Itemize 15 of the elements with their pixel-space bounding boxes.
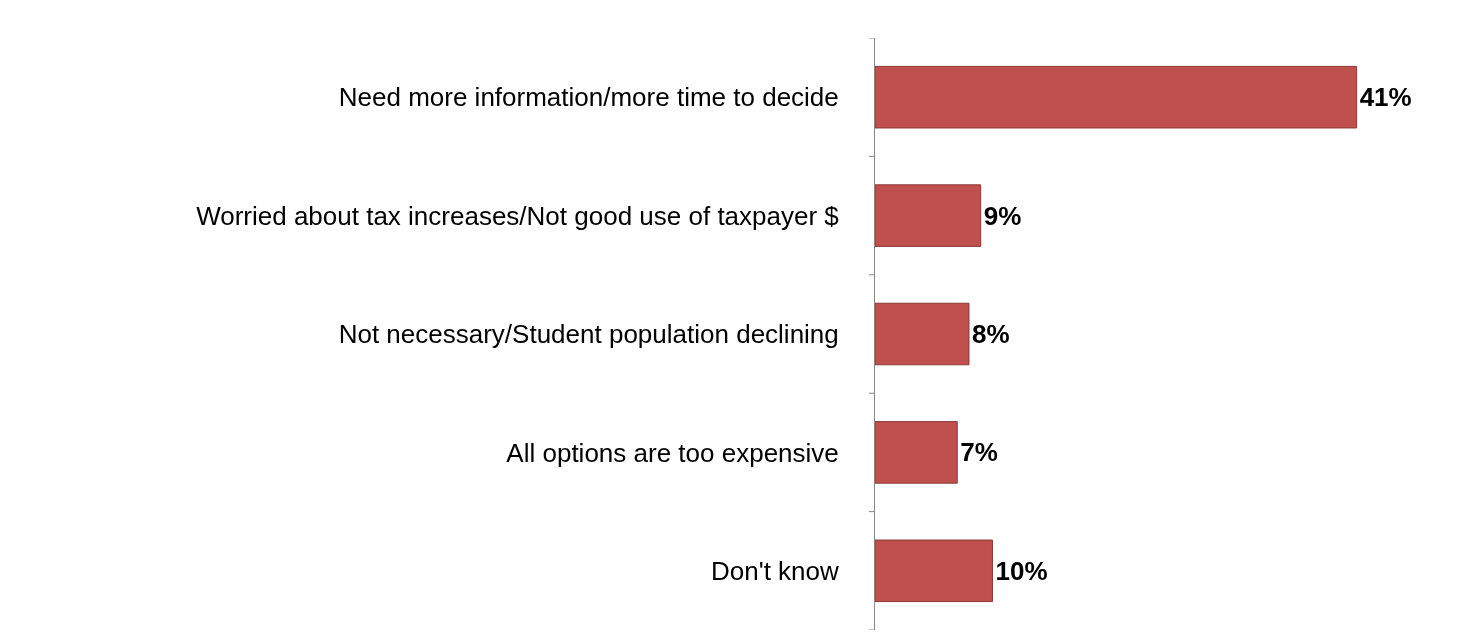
- y-tick-label: Not necessary/Student population declining: [338, 319, 839, 350]
- y-tick-label: Need more information/more time to decide: [338, 82, 839, 113]
- data-label: 8%: [971, 319, 1010, 349]
- y-tick-label: Worried about tax increases/Not good use of taxpayer $: [196, 200, 840, 231]
- bar: [875, 302, 970, 366]
- bar: [875, 539, 993, 603]
- data-label: 10%: [995, 555, 1048, 586]
- y-tick-label: All options are too expensive: [506, 437, 839, 468]
- bar: [875, 65, 1358, 129]
- data-label: 7%: [960, 437, 998, 468]
- y-tick-label: Don't know: [710, 555, 840, 586]
- bar: [875, 421, 958, 484]
- data-label: 41%: [1359, 82, 1412, 113]
- bar: [875, 184, 982, 247]
- data-label: 9%: [983, 200, 1022, 231]
